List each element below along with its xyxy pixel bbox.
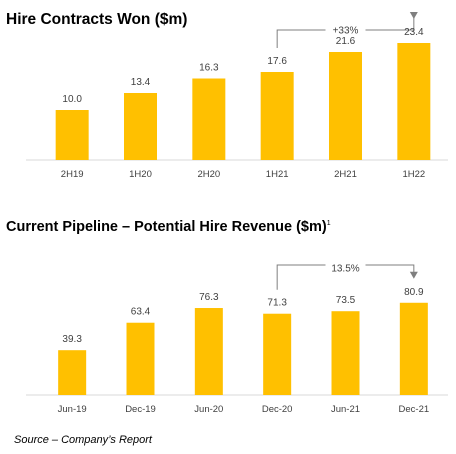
value-label-1h21: 17.6 — [267, 56, 287, 67]
tick-label-1h22: 1H22 — [402, 169, 425, 180]
bars: 39.3 Jun-19 63.4 Dec-19 76.3 Jun-20 71.3 Dec-20… — [58, 287, 430, 415]
bar-dec-21 — [399, 302, 428, 395]
value-label-jun-21: 73.5 — [336, 295, 356, 306]
bar-jun-20 — [194, 308, 223, 395]
bar-2h19 — [55, 110, 89, 160]
value-label-2h19: 10.0 — [62, 94, 82, 105]
value-label-2h20: 16.3 — [199, 63, 219, 74]
value-label-dec-19: 63.4 — [131, 307, 151, 318]
value-label-1h20: 13.4 — [131, 77, 151, 88]
annotation-label-background — [325, 261, 366, 275]
value-label-jun-19: 39.3 — [62, 334, 82, 345]
bar-dec-19 — [126, 322, 155, 395]
pipeline-chart: Current Pipeline – Potential Hire Revenu… — [6, 219, 448, 415]
value-label-dec-20: 71.3 — [267, 298, 287, 309]
tick-label-2h21: 2H21 — [334, 169, 357, 180]
growth-annotation: 13.5% — [276, 261, 418, 290]
annotation-label: 13.5% — [331, 264, 359, 275]
annotation-arrowhead — [409, 271, 418, 279]
value-label-dec-21: 80.9 — [404, 287, 424, 298]
tick-label-jun-19: Jun-19 — [58, 404, 87, 415]
bar-dec-20 — [263, 313, 292, 395]
annotation-arrowhead — [409, 12, 418, 19]
tick-label-1h21: 1H21 — [266, 169, 289, 180]
annotation-label-background — [325, 23, 366, 37]
chart-title-pipeline-text: Current Pipeline – Potential Hire Revenu… — [6, 219, 327, 235]
chart-title-pipeline: Current Pipeline – Potential Hire Revenu… — [6, 219, 331, 235]
value-label-1h22: 23.4 — [404, 27, 424, 38]
tick-label-dec-21: Dec-21 — [399, 404, 430, 415]
growth-annotation: +33% — [276, 12, 418, 48]
bar-1h22 — [397, 43, 431, 160]
tick-label-dec-19: Dec-19 — [125, 404, 156, 415]
value-label-jun-20: 76.3 — [199, 292, 219, 303]
tick-label-2h19: 2H19 — [61, 169, 84, 180]
tick-label-jun-20: Jun-20 — [194, 404, 223, 415]
source-note: Source – Company’s Report — [14, 434, 153, 446]
annotation-label: +33% — [333, 26, 359, 37]
bar-1h20 — [124, 93, 157, 160]
bar-2h20 — [192, 78, 226, 160]
bar-jun-21 — [331, 311, 360, 395]
bar-2h21 — [329, 52, 362, 160]
tick-label-1h20: 1H20 — [129, 169, 152, 180]
bar-jun-19 — [58, 350, 87, 395]
tick-label-jun-21: Jun-21 — [331, 404, 360, 415]
tick-label-2h20: 2H20 — [197, 169, 220, 180]
bars: 10.0 2H19 13.4 1H20 16.3 2H20 17.6 1H21 21.6 2H21… — [55, 27, 431, 180]
tick-label-dec-20: Dec-20 — [262, 404, 293, 415]
chart-title-superscript: 1 — [327, 220, 331, 227]
hire-contracts-chart: Hire Contracts Won ($m) +33% 10.0 2H19 13.… — [6, 11, 448, 180]
bar-1h21 — [260, 72, 294, 160]
chart-title-hire-contracts: Hire Contracts Won ($m) — [6, 11, 187, 28]
value-label-2h21: 21.6 — [336, 36, 356, 47]
